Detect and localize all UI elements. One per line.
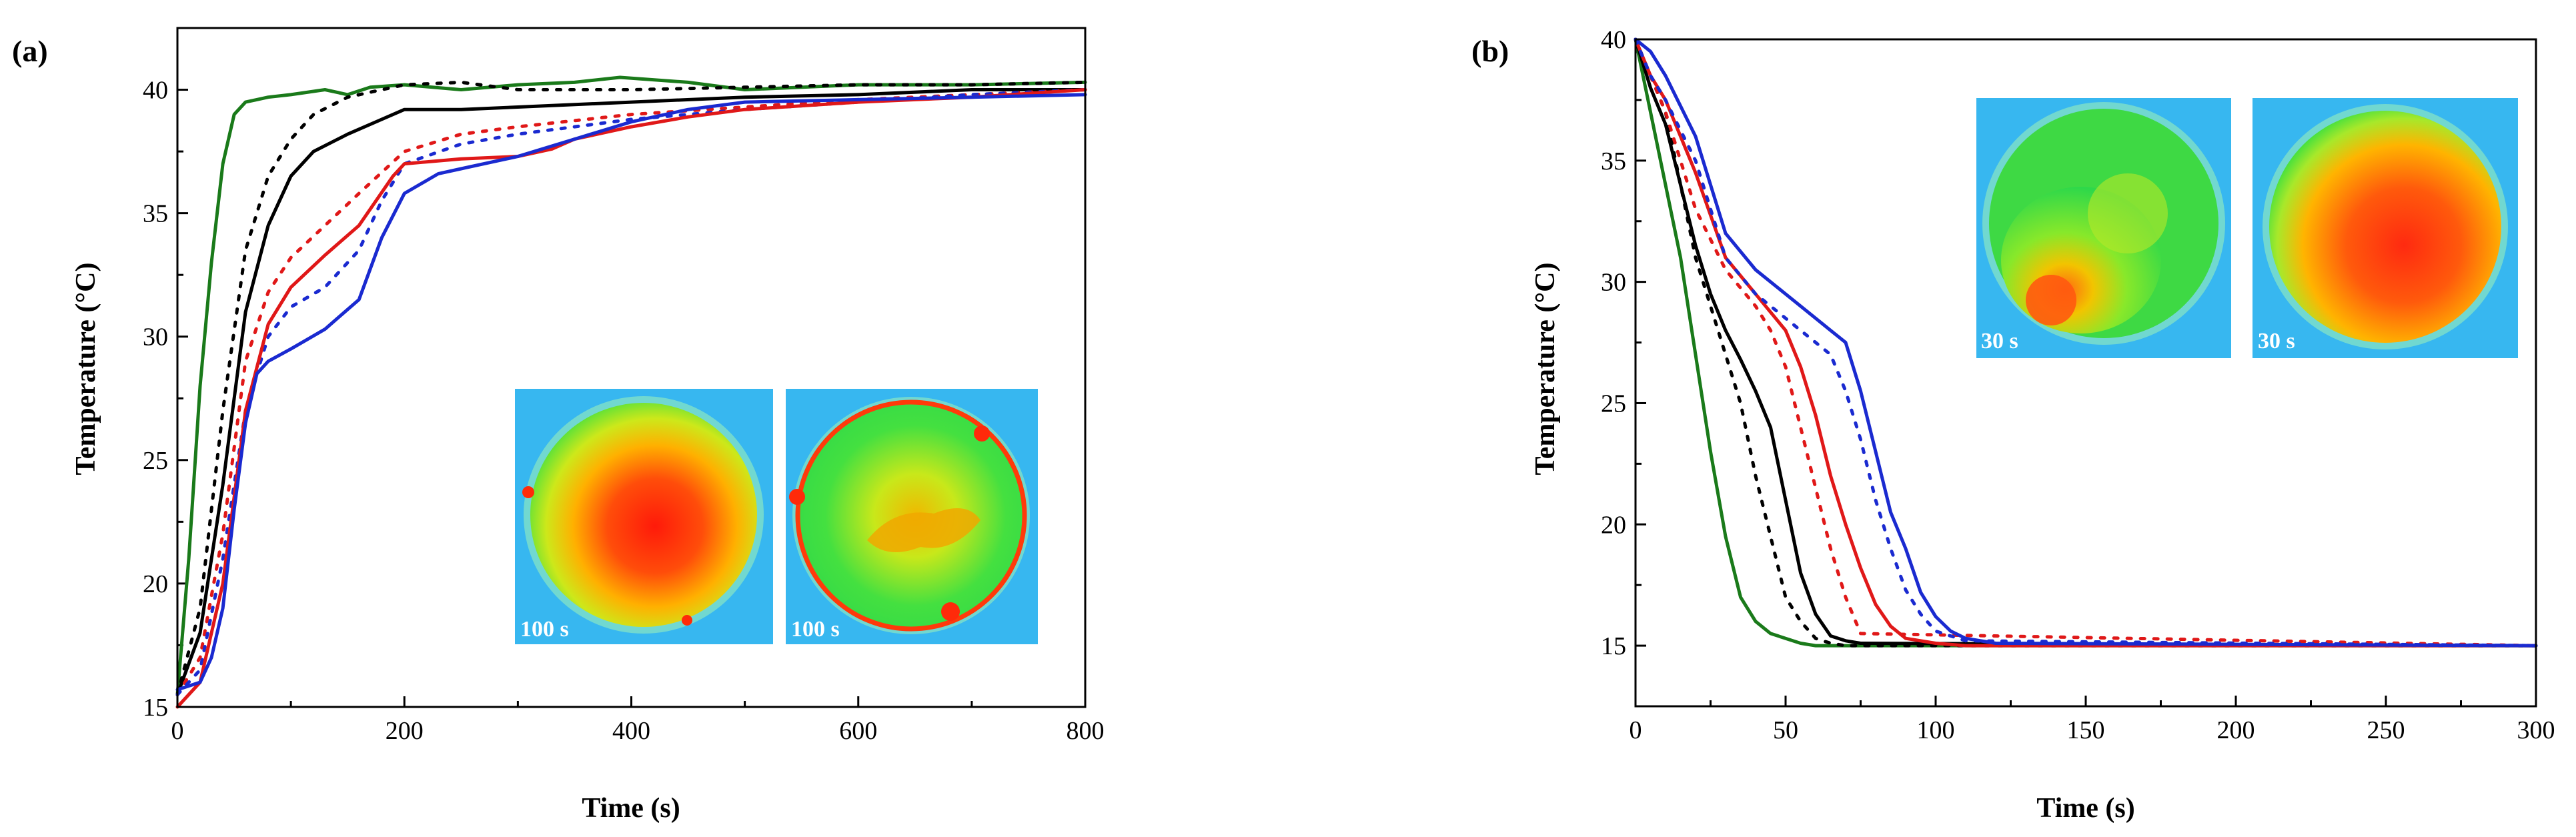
panel-b-ylabel: Temperature (°C) xyxy=(1530,263,1561,476)
panel-a-xlabel: Time (s) xyxy=(582,793,680,824)
panel-b-xlabel: Time (s) xyxy=(2036,793,2134,824)
panel-b-ytick-label: 25 xyxy=(1601,389,1626,417)
panel-b-ytick-label: 40 xyxy=(1601,26,1626,54)
panel-a-ylabel: Temperature (°C) xyxy=(71,263,101,476)
panel-b-series-red-solid xyxy=(1634,37,2538,648)
panel-a-series-green-solid xyxy=(175,75,1087,696)
panel-a-label: (a) xyxy=(12,34,48,68)
panel-b-series-black-solid xyxy=(1634,37,2538,648)
panel-b-label: (b) xyxy=(1471,34,1509,68)
panel-a-series xyxy=(175,75,1087,709)
panel-b-series xyxy=(1634,37,2538,648)
panel-a-ytick-label: 25 xyxy=(143,447,168,475)
panel-b-xtick-label: 150 xyxy=(2067,716,2105,744)
panel-a-inset-1: 100 s xyxy=(515,389,773,644)
panel-b-series-blue-solid xyxy=(1634,37,2538,648)
panel-b-series-black-dotted xyxy=(1634,37,2538,648)
panel-b-inset-1: 30 s xyxy=(1976,98,2231,358)
panel-a-series-red-dotted xyxy=(175,88,1087,696)
panel-a-inset-2-label: 100 s xyxy=(791,617,840,642)
panel-a-ytick-label: 35 xyxy=(143,200,168,228)
panel-a-ytick-label: 30 xyxy=(143,323,168,351)
panel-a-frame xyxy=(176,27,1087,708)
panel-b-xtick-label: 50 xyxy=(1773,716,1798,744)
panel-b-xtick-label: 250 xyxy=(2367,716,2405,744)
panel-a-series-black-solid xyxy=(175,88,1087,696)
panel-a-xtick-label: 0 xyxy=(171,717,184,745)
panel-b-xtick-label: 200 xyxy=(2217,716,2255,744)
panel-a-ytick-label: 15 xyxy=(143,694,168,722)
panel-b-inset-1-label: 30 s xyxy=(1981,329,2018,353)
panel-a-xtick-label: 600 xyxy=(839,717,877,745)
panel-b-series-blue-dotted xyxy=(1634,37,2538,648)
panel-b-xtick-label: 0 xyxy=(1630,716,1642,744)
panel-b-ytick-label: 20 xyxy=(1601,511,1626,539)
panel-b-ticks: 0 50 100 150 200 250 300 15 20 25 30 35 40 xyxy=(1601,26,2555,744)
panel-b-frame xyxy=(1634,38,2537,708)
panel-b-ytick-label: 35 xyxy=(1601,147,1626,175)
panel-a-series-black-dotted xyxy=(175,80,1087,696)
panel-a-series-blue-solid xyxy=(175,93,1087,692)
panel-b-ytick-label: 15 xyxy=(1601,632,1626,660)
panel-b-inset-2-label: 30 s xyxy=(2258,329,2295,353)
panel-b-series-red-dotted xyxy=(1634,37,2538,648)
panel-a-xtick-label: 800 xyxy=(1067,717,1105,745)
panel-a-inset-1-label: 100 s xyxy=(520,617,569,642)
panel-b-inset-2: 30 s xyxy=(2252,98,2518,358)
panel-a-xtick-label: 400 xyxy=(612,717,650,745)
panel-a-ytick-label: 20 xyxy=(143,570,168,598)
panel-b-xtick-label: 100 xyxy=(1917,716,1955,744)
panel-a-series-red-solid xyxy=(175,88,1087,709)
panel-a: (a) 0 200 400 600 800 15 20 25 30 35 40 100 s 100 … xyxy=(12,27,1105,824)
panel-b-ytick-label: 30 xyxy=(1601,269,1626,297)
panel-a-ytick-label: 40 xyxy=(143,77,168,105)
panel-a-inset-2: 100 s xyxy=(786,389,1038,644)
panel-b-xtick-label: 300 xyxy=(2517,716,2555,744)
panel-b-series-green-solid xyxy=(1634,37,2538,648)
panel-a-xtick-label: 200 xyxy=(386,717,424,745)
